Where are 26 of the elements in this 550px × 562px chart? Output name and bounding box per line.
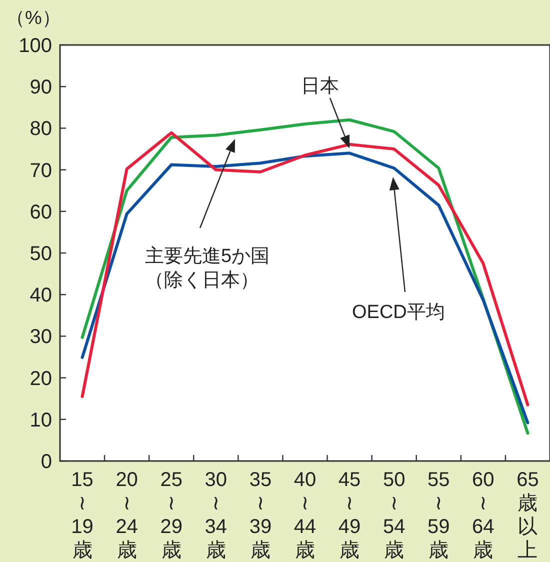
x-tick-label: 15≀19歳 [71, 469, 94, 562]
y-tick-label: 100 [18, 35, 52, 57]
annotation: 主要先進5か国（除く日本） [145, 245, 270, 291]
x-tick-label: 45≀49歳 [338, 469, 361, 562]
y-axis-title: （%） [6, 8, 61, 29]
y-tick-label: 90 [30, 76, 52, 99]
x-tick-label: 30≀34歳 [204, 469, 228, 562]
y-tick-label: 70 [30, 160, 52, 182]
y-tick-label: 80 [30, 118, 52, 140]
y-tick-label: 0 [40, 451, 52, 473]
y-tick-label: 30 [30, 326, 52, 348]
x-tick-label: 50≀54歳 [382, 469, 406, 562]
annotation: OECD平均 [352, 302, 445, 323]
x-tick-label: 35≀39歳 [249, 469, 272, 562]
y-tick-label: 10 [30, 409, 52, 432]
y-tick-label: 60 [30, 201, 52, 224]
y-tick-label: 40 [30, 284, 52, 307]
x-tick-label: 55≀59歳 [428, 469, 450, 562]
x-tick-label: 65歳以上 [516, 469, 539, 562]
y-tick-label: 20 [30, 368, 52, 390]
y-tick-label: 50 [30, 243, 52, 265]
x-tick-label: 20≀24歳 [116, 469, 138, 562]
x-tick-label: 60≀64歳 [472, 469, 494, 562]
annotation: 日本 [301, 76, 339, 97]
x-tick-label: 40≀44歳 [294, 469, 316, 562]
x-tick-label: 25≀29歳 [160, 469, 182, 562]
